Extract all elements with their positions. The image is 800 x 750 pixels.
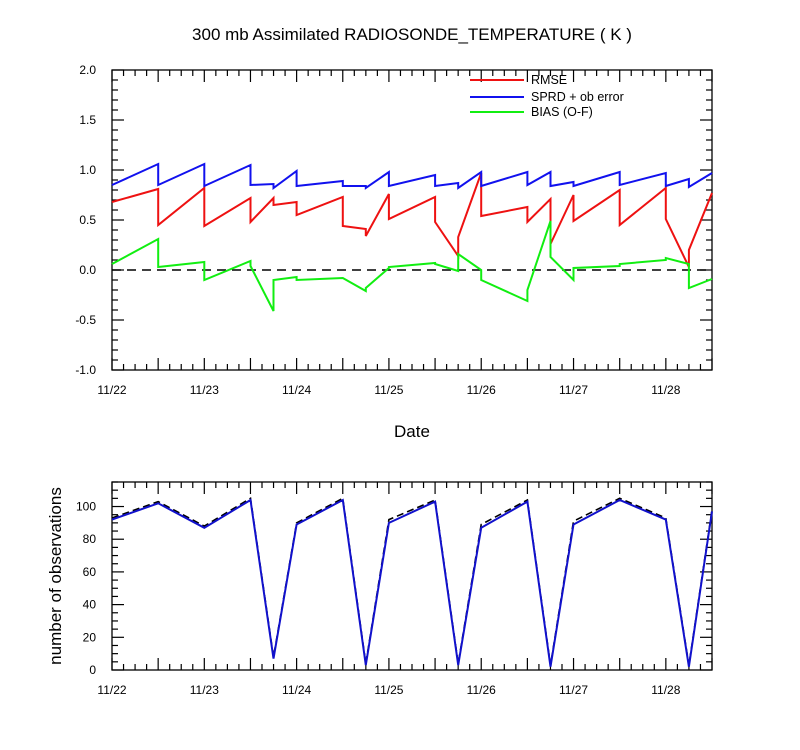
top-x-axis-title: Date xyxy=(394,422,430,441)
top-panel: 11/22 11/23 11/24 11/25 11/26 11/27 11/28 2.0 1.… xyxy=(75,63,713,397)
chart-title: 300 mb Assimilated RADIOSONDE_TEMPERATUR… xyxy=(192,25,632,44)
bottom-x-tick-label: 11/26 xyxy=(467,683,496,697)
bottom-y-tick-label: 40 xyxy=(83,598,97,612)
bottom-y-tick-label: 100 xyxy=(76,500,96,514)
top-x-tick-label: 11/28 xyxy=(651,383,680,397)
bottom-x-tick-label: 11/28 xyxy=(651,683,680,697)
top-x-tick-label: 11/27 xyxy=(559,383,588,397)
bottom-series-line-observations-used xyxy=(111,498,713,667)
bottom-panel: 11/22 11/23 11/24 11/25 11/26 11/27 11/28 0 20 40… xyxy=(76,481,713,697)
bottom-x-tick-label: 11/27 xyxy=(559,683,588,697)
bottom-y-tick-label: 20 xyxy=(83,630,97,644)
legend-label: RMSE xyxy=(531,73,567,87)
bottom-y-axis-title: number of observations xyxy=(46,487,65,665)
legend-label: BIAS (O-F) xyxy=(531,105,593,119)
bottom-series-line-observations-possible xyxy=(111,496,713,666)
top-y-tick-label: -0.5 xyxy=(75,313,96,327)
legend-label: SPRD + ob error xyxy=(531,90,624,104)
bottom-y-tick-label: 0 xyxy=(89,663,96,677)
bottom-x-tick-label: 11/22 xyxy=(97,683,126,697)
top-y-tick-label: 1.0 xyxy=(79,163,96,177)
top-x-tick-label: 11/23 xyxy=(190,383,219,397)
top-x-tick-label: 11/25 xyxy=(374,383,403,397)
top-x-tick-label: 11/26 xyxy=(467,383,496,397)
bottom-y-tick-label: 80 xyxy=(83,532,97,546)
bottom-x-tick-label: 11/24 xyxy=(282,683,311,697)
bottom-x-tick-label: 11/25 xyxy=(374,683,403,697)
top-series-line-sprd-ob-error xyxy=(111,162,713,190)
top-x-tick-label: 11/24 xyxy=(282,383,311,397)
top-series-line-bias-o-f xyxy=(111,220,713,312)
top-y-tick-label: 0.0 xyxy=(79,263,96,277)
top-y-tick-label: 2.0 xyxy=(79,63,96,77)
top-y-tick-label: 0.5 xyxy=(79,213,96,227)
top-plot-frame xyxy=(111,69,713,371)
top-y-tick-label: 1.5 xyxy=(79,113,96,127)
bottom-y-tick-label: 60 xyxy=(83,565,97,579)
top-series-line-rmse xyxy=(111,172,713,268)
bottom-x-tick-label: 11/23 xyxy=(190,683,219,697)
top-y-tick-label: -1.0 xyxy=(75,363,96,377)
top-x-tick-label: 11/22 xyxy=(97,383,126,397)
